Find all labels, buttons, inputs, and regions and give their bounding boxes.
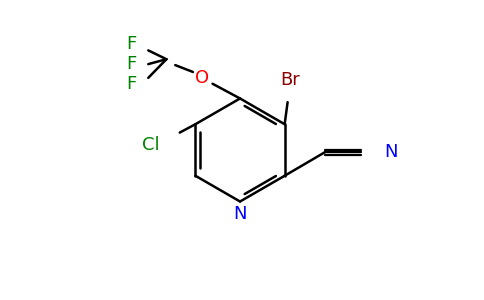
Text: F: F [126,75,136,93]
Text: O: O [195,69,209,87]
Text: N: N [384,143,397,161]
Text: N: N [233,206,247,224]
Text: F: F [126,35,136,53]
Text: Cl: Cl [142,136,160,154]
Text: F: F [126,55,136,73]
Text: Br: Br [281,71,301,89]
